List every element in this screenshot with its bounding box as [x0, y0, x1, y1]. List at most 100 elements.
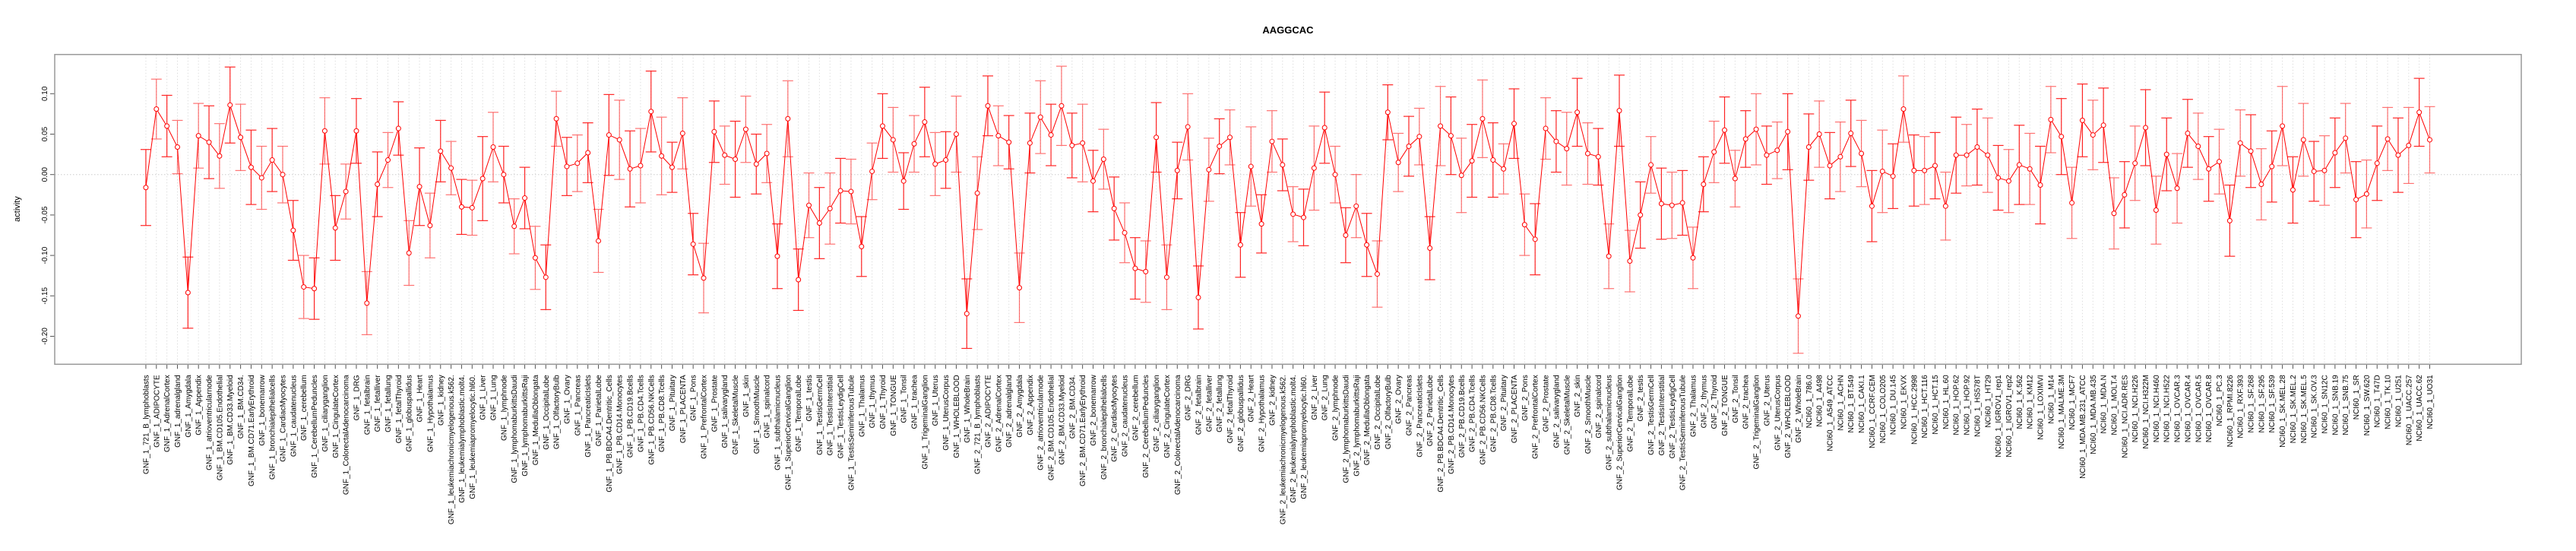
data-point: [1521, 222, 1527, 228]
data-point: [1995, 175, 2002, 181]
data-point: [2016, 162, 2022, 168]
data-point: [2206, 166, 2212, 172]
data-point: [1658, 201, 1664, 207]
x-tick-label: NCI60_1_PC.3: [2216, 375, 2224, 426]
x-tick-label: NCI60_1_HL.60: [1942, 375, 1951, 429]
x-tick-label: GNF_2_TONGUE: [1721, 375, 1729, 436]
x-tick-label: NCI60_1_OVCAR.8: [2205, 375, 2214, 442]
data-point: [1427, 245, 1433, 252]
x-tick-label: GNF_1_Amygdala: [185, 375, 193, 438]
data-point: [1321, 125, 1328, 131]
data-point: [1353, 203, 1359, 209]
x-tick-label: GNF_2_UterusCorpus: [1774, 375, 1782, 450]
x-tick-label: GNF_2_Heart: [1248, 375, 1256, 422]
x-tick-label: GNF_1_thymus: [869, 375, 877, 428]
data-point: [806, 202, 812, 208]
data-point: [2185, 130, 2191, 136]
x-tick-label: NCI60_1_BT.549: [1847, 375, 1856, 433]
x-tick-label: GNF_1_DRG: [353, 375, 361, 420]
data-point: [1300, 214, 1306, 220]
x-tick-label: GNF_1_AdrenalCortex: [163, 375, 172, 452]
data-point: [1564, 146, 1570, 152]
data-point: [1532, 236, 1538, 242]
x-tick-label: NCI60_1_HS578T: [1973, 375, 1982, 437]
x-tick-label: GNF_2_subthalamicnucleus: [1606, 375, 1614, 470]
x-tick-label: GNF_1_PB.CD19.Bcells: [627, 375, 635, 458]
data-point: [1953, 152, 1959, 158]
x-tick-label: GNF_1_Pituitary: [669, 375, 677, 431]
x-tick-label: NCI60_1_COLO205: [1879, 375, 1888, 443]
data-point: [143, 185, 149, 191]
x-tick-label: GNF_1_BM.CD105.Endothelial: [216, 375, 224, 480]
x-tick-label: GNF_2_WHOLEBLOOD: [1784, 375, 1793, 458]
data-point: [312, 286, 318, 292]
x-tick-label: GNF_2_leukemiachronicmyelogenous.k562.: [1279, 375, 1287, 524]
data-point: [1027, 140, 1033, 146]
x-tick-label: GNF_2_lymphomaburkittsRaji: [1353, 375, 1361, 476]
x-tick-label: GNF_2_fetalThyroid: [1226, 375, 1235, 443]
x-tick-label: GNF_1_subthalamicnucleus: [774, 375, 782, 470]
data-point: [627, 166, 633, 172]
data-point: [2353, 197, 2359, 203]
data-point: [1638, 212, 1644, 218]
data-point: [953, 131, 959, 137]
data-point: [416, 184, 422, 190]
x-tick-label: NCI60_1_NCI.ADR.RES: [2121, 375, 2129, 458]
x-tick-label: GNF_1_Lung: [490, 375, 498, 420]
data-point: [1479, 116, 1486, 122]
data-point: [1163, 274, 1169, 280]
data-point: [1269, 138, 1275, 144]
data-point: [1069, 142, 1075, 148]
x-tick-label: GNF_1_CerebellumPeduncles: [311, 375, 319, 478]
x-tick-label: GNF_1_PancreaticIslets: [584, 375, 593, 457]
x-tick-label: GNF_2_721_B_lymphoblasts: [974, 375, 983, 474]
x-tick-label: GNF_2_PB.CD4.Tcells: [1469, 375, 1477, 452]
data-point: [2037, 182, 2043, 188]
x-tick-label: NCI60_1_M14: [2047, 375, 2055, 424]
x-tick-label: GNF_1_Liver: [479, 375, 488, 420]
data-point: [1764, 152, 1770, 158]
y-tick-label: -0.20: [41, 328, 49, 345]
x-tick-label: NCI60_1_SNB.19: [2331, 375, 2340, 435]
data-point: [2069, 200, 2075, 206]
data-point: [1606, 253, 1612, 259]
x-tick-label: GNF_2_WholeBrain: [1795, 375, 1803, 442]
data-point: [2237, 140, 2243, 146]
x-tick-label: GNF_2_lymphnode: [1332, 375, 1340, 441]
x-tick-label: GNF_1_leukemialymphoblastic.molt4.: [458, 375, 467, 502]
x-tick-label: GNF_1_fetalliver: [374, 375, 382, 432]
data-point: [1227, 135, 1233, 141]
data-point: [1627, 258, 1633, 264]
data-point: [564, 163, 570, 169]
data-point: [248, 164, 254, 170]
data-point: [1511, 121, 1517, 127]
x-tick-label: GNF_2_Lung: [1321, 375, 1330, 420]
x-tick-label: GNF_1_721_B_lymphoblasts: [142, 375, 150, 474]
x-tick-label: NCI60_1_IGROV1_rep1: [1995, 375, 2003, 458]
data-point: [701, 275, 707, 281]
data-point: [1648, 162, 1654, 168]
y-tick-label: 0.00: [41, 167, 49, 182]
x-tick-label: NCI60_1_UACC.257: [2405, 375, 2413, 445]
x-tick-label: NCI60_1_OVCAR.3: [2174, 375, 2182, 442]
x-tick-label: GNF_1_kidney: [437, 375, 445, 426]
x-tick-label: GNF_1_TestisGermCell: [816, 375, 824, 455]
data-point: [1501, 166, 1507, 172]
x-tick-label: GNF_1_lymphomaburkittsRaji: [521, 375, 530, 476]
x-tick-label: GNF_1_PB.CD14.Monocytes: [616, 375, 625, 474]
data-point: [659, 153, 665, 159]
x-tick-label: GNF_2_Thyroid: [1710, 375, 1719, 429]
data-point: [943, 157, 949, 163]
x-tick-label: GNF_1_ADIPOCYTE: [153, 375, 161, 448]
data-point: [796, 277, 802, 283]
data-point: [1942, 203, 1948, 209]
data-point: [1816, 131, 1822, 137]
data-point: [1290, 211, 1296, 217]
data-point: [1258, 221, 1264, 227]
activity-series: [140, 65, 2435, 354]
x-tick-label: GNF_1_CingulateCortex: [332, 375, 340, 458]
x-tick-label: GNF_1_caudatenucleus: [290, 375, 298, 457]
data-point: [2132, 160, 2138, 166]
x-tick-label: GNF_1_ColorectalAdenocarcinoma: [343, 375, 351, 495]
data-point: [1037, 114, 1043, 120]
